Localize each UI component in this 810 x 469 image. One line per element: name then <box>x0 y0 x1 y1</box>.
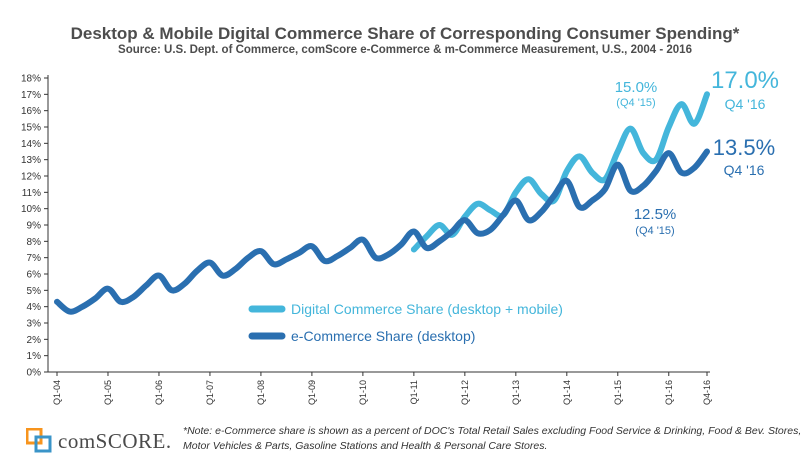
annotation-value: 12.5% <box>634 206 677 223</box>
y-tick-label: 5% <box>27 286 42 297</box>
annotation-value: 13.5% <box>713 135 775 160</box>
footnote-line-1: *Note: e-Commerce share is shown as a pe… <box>183 425 802 437</box>
x-tick-label: Q1-09 <box>307 380 317 405</box>
y-tick-label: 2% <box>27 335 42 346</box>
line-chart: 0% 1% 2% 3% 4% 5% 6% 7% 8% 9% 10% 11% 12% 13% 14% 15% 16… <box>21 67 779 405</box>
y-tick-label: 14% <box>21 139 41 150</box>
x-tick-label: Q1-07 <box>205 380 215 405</box>
y-tick-label: 18% <box>21 74 41 85</box>
y-tick-label: 17% <box>21 90 41 101</box>
y-tick-label: 11% <box>22 188 41 199</box>
x-tick-label: Q1-10 <box>358 380 368 405</box>
annotation-period: Q4 '16 <box>725 96 766 112</box>
comscore-logo-text: comSCORE. <box>58 429 172 453</box>
y-tick-label: 8% <box>27 237 42 248</box>
x-tick-label: Q4-16 <box>702 380 712 405</box>
x-tick-label: Q1-08 <box>256 380 266 405</box>
annotation-value: 17.0% <box>711 67 779 94</box>
chart-subtitle: Source: U.S. Dept. of Commerce, comScore… <box>118 44 692 56</box>
legend-label: Digital Commerce Share (desktop + mobile… <box>291 301 563 317</box>
legend-label: e-Commerce Share (desktop) <box>291 328 475 344</box>
x-tick-label: Q1-14 <box>562 380 572 405</box>
x-tick-label: Q1-13 <box>511 380 521 405</box>
y-tick-label: 16% <box>21 106 41 117</box>
y-tick-label: 1% <box>27 351 42 362</box>
series-line-ecommerce-desktop <box>54 148 710 315</box>
y-tick-label: 6% <box>27 270 42 281</box>
x-tick-label: Q1-15 <box>613 380 623 405</box>
x-tick-label: Q1-11 <box>409 380 419 404</box>
y-tick-label: 15% <box>21 123 41 134</box>
x-tick-label: Q1-06 <box>154 380 164 405</box>
y-tick-label: 7% <box>27 253 42 264</box>
footnote-line-2: Motor Vehicles & Parts, Gasoline Station… <box>183 440 548 452</box>
chart-title: Desktop & Mobile Digital Commerce Share … <box>70 24 740 43</box>
y-tick-label: 0% <box>27 368 42 379</box>
y-tick-label: 12% <box>21 172 41 183</box>
comscore-logo-icon <box>26 428 52 453</box>
x-tick-label: Q1-04 <box>52 380 62 405</box>
annotation-period: (Q4 '15) <box>635 225 674 237</box>
y-tick-label: 4% <box>27 302 42 313</box>
y-tick-label: 13% <box>21 155 41 166</box>
y-tick-label: 3% <box>27 319 42 330</box>
y-tick-label: 10% <box>21 204 41 215</box>
annotation-period: (Q4 '15) <box>616 97 655 109</box>
x-tick-label: Q1-12 <box>460 380 470 405</box>
annotation-period: Q4 '16 <box>724 162 765 178</box>
annotation-value: 15.0% <box>615 79 658 96</box>
x-tick-label: Q1-16 <box>664 380 674 405</box>
y-tick-label: 9% <box>27 221 42 232</box>
x-tick-label: Q1-05 <box>103 380 113 405</box>
footnote: *Note: e-Commerce share is shown as a pe… <box>183 424 808 454</box>
